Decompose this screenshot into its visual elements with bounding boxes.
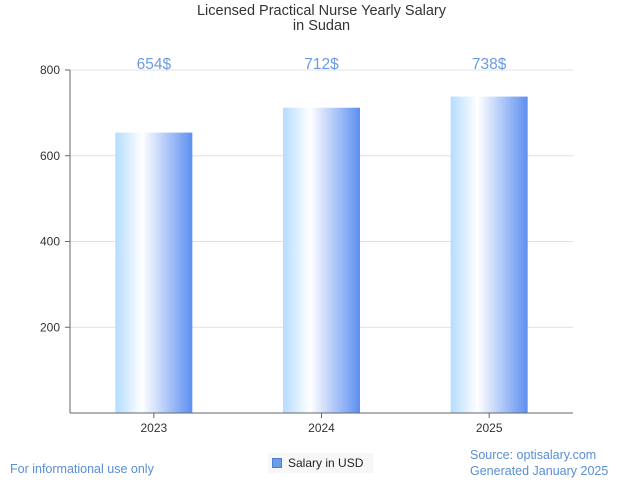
disclaimer-text: For informational use only (10, 462, 154, 476)
chart-title-block: Licensed Practical Nurse Yearly Salary i… (0, 4, 643, 34)
legend-swatch (272, 458, 282, 468)
y-tick-label: 800 (40, 63, 60, 77)
legend-label: Salary in USD (288, 456, 364, 470)
x-tick-label: 2025 (476, 421, 503, 435)
source-block: Source: optisalary.com Generated January… (470, 447, 608, 479)
generated-text: Generated January 2025 (470, 464, 609, 478)
bar-2025[interactable] (450, 96, 528, 414)
data-label: 712$ (304, 56, 339, 73)
data-labels: 654$ 712$ 738$ (137, 56, 507, 73)
y-tick-label: 400 (40, 235, 60, 249)
chart-subtitle: in Sudan (292, 18, 351, 34)
data-label: 654$ (137, 56, 172, 73)
x-tick-label: 2024 (308, 421, 335, 435)
y-tick-label: 200 (40, 320, 60, 334)
bar-2024[interactable] (283, 107, 360, 413)
y-axis-ticks: 200 400 600 800 (40, 63, 70, 334)
source-text: Source: optisalary.com (470, 448, 597, 462)
chart-title: Licensed Practical Nurse Yearly Salary (196, 3, 447, 19)
legend[interactable]: Salary in USD (268, 453, 374, 473)
bars (115, 96, 528, 414)
bar-2023[interactable] (115, 132, 193, 413)
x-axis-ticks: 2023 2024 2025 (140, 413, 503, 435)
x-tick-label: 2023 (140, 421, 167, 435)
data-label: 738$ (472, 56, 507, 73)
y-tick-label: 600 (40, 149, 60, 163)
